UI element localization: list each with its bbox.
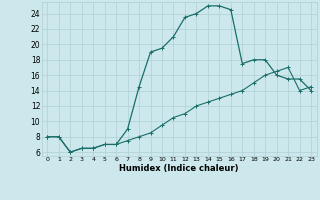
X-axis label: Humidex (Indice chaleur): Humidex (Indice chaleur) bbox=[119, 164, 239, 173]
